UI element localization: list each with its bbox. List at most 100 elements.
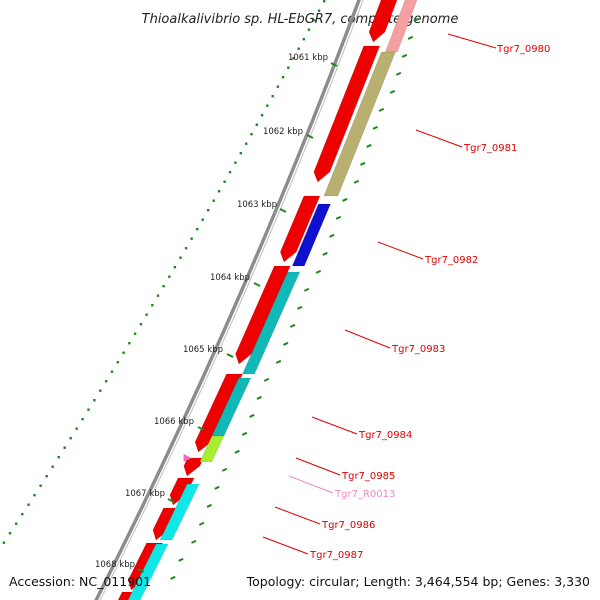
gc-tick — [214, 485, 220, 490]
gc-tick — [178, 557, 184, 562]
leader-tgr7-0980 — [447, 33, 497, 49]
scale-dot — [276, 85, 280, 88]
scale-dot — [105, 380, 108, 383]
gene-label-tgr7-0986[interactable]: Tgr7_0986 — [321, 520, 375, 531]
gene-label-tgr7-r0013[interactable]: Tgr7_R0013 — [334, 489, 395, 500]
gene-label-tgr7-0980[interactable]: Tgr7_0980 — [496, 44, 550, 55]
scale-dot — [207, 209, 210, 212]
cds-arrow — [194, 373, 243, 453]
scale-dot — [8, 532, 12, 535]
scale-dot — [239, 152, 242, 155]
scale-dot — [57, 456, 60, 459]
gc-tick — [256, 395, 262, 400]
leader-tgr7-0982 — [377, 241, 424, 260]
scale-dot — [196, 228, 199, 231]
scale-dot — [287, 66, 290, 69]
scale-dot — [39, 484, 42, 487]
gc-tick — [221, 467, 228, 472]
scale-dot — [234, 161, 237, 164]
gc-tick — [275, 359, 282, 364]
scale-dot — [228, 171, 232, 174]
scale-label-1068: 1068 kbp — [95, 560, 135, 570]
scale-dot — [179, 256, 182, 259]
scale-dot — [87, 408, 90, 411]
gene-label-tgr7-0985[interactable]: Tgr7_0985 — [341, 471, 395, 482]
scale-label-1063: 1063 kbp — [237, 200, 277, 210]
scale-dot — [271, 95, 274, 98]
cog-segment-cyan — [127, 543, 169, 600]
gc-tick — [413, 17, 419, 22]
gene-label-tgr7-0982[interactable]: Tgr7_0982 — [424, 255, 478, 266]
scale-tick — [226, 353, 234, 358]
gc-tick — [198, 521, 205, 526]
cds-arrow — [313, 45, 381, 183]
cds-arrow — [279, 195, 321, 263]
backbone-line-outer — [94, 0, 361, 600]
scale-dot — [245, 142, 248, 145]
gc-tick — [353, 179, 360, 184]
scale-label-1061: 1061 kbp — [288, 53, 328, 63]
scale-dot — [122, 351, 125, 354]
gc-tick — [407, 35, 414, 40]
gc-tick — [372, 125, 378, 130]
leader-tgr7-0987 — [262, 536, 309, 555]
scale-dot — [21, 513, 24, 516]
scale-tick — [253, 282, 261, 287]
scale-dot — [223, 180, 226, 183]
scale-dot — [51, 465, 54, 468]
gc-tick — [290, 323, 296, 328]
gc-tick — [322, 251, 328, 256]
scale-dot — [93, 399, 96, 402]
leader-tgr7-0981 — [415, 129, 463, 148]
scale-dot — [217, 190, 221, 193]
scale-dot — [156, 294, 160, 297]
scale-dot — [212, 199, 215, 202]
scale-dot — [302, 38, 305, 41]
scale-tick — [137, 568, 145, 573]
scale-label-1062: 1062 kbp — [263, 127, 303, 137]
gc-tick — [329, 233, 335, 238]
cog-segment-pink — [384, 0, 418, 53]
scale-dot — [312, 19, 316, 22]
cog-track-inner — [127, 0, 418, 600]
gc-tick — [296, 305, 303, 310]
cds-arrow — [368, 0, 398, 43]
accession-text: Accession: NC_011901 — [9, 574, 151, 589]
scale-dot — [190, 237, 193, 240]
scale-label-1065: 1065 kbp — [183, 345, 223, 355]
scale-tick — [330, 62, 338, 67]
scale-label-1064: 1064 kbp — [210, 273, 250, 283]
scale-dot — [260, 114, 264, 117]
scale-dot — [15, 522, 18, 525]
scale-dot — [128, 342, 131, 345]
gc-tick — [401, 53, 408, 58]
scale-dot — [173, 266, 177, 269]
genome-backbone — [94, 0, 364, 600]
scale-tick — [197, 426, 205, 431]
scale-labels: 1061 kbp 1062 kbp 1063 kbp 1064 kbp 1065… — [95, 53, 338, 573]
leader-tgr7-0985 — [295, 457, 341, 476]
gc-tick — [170, 575, 176, 580]
scale-tick — [279, 208, 287, 213]
scale-tick — [306, 134, 314, 139]
gene-label-tgr7-0987[interactable]: Tgr7_0987 — [309, 550, 363, 561]
gene-label-tgr7-0984[interactable]: Tgr7_0984 — [358, 430, 412, 441]
gene-label-tgr7-0981[interactable]: Tgr7_0981 — [463, 143, 517, 154]
gc-tick — [360, 161, 366, 166]
scale-dot — [63, 446, 66, 449]
rrna-marker — [183, 454, 192, 462]
leader-tgr7-0986 — [274, 506, 321, 525]
scale-dot — [81, 418, 84, 421]
gene-label-tgr7-0983[interactable]: Tgr7_0983 — [391, 344, 445, 355]
gc-tick — [335, 215, 342, 220]
scale-dot — [323, 0, 326, 3]
gc-skew-ticks — [170, 17, 419, 580]
scale-label-1066: 1066 kbp — [154, 417, 194, 427]
scale-dot — [116, 361, 119, 364]
leader-tgr7-0983 — [344, 329, 391, 349]
gc-tick — [395, 71, 402, 76]
scale-dot — [110, 370, 114, 373]
gc-tick — [283, 341, 289, 346]
scale-dot — [145, 313, 148, 316]
gc-tick — [249, 413, 255, 418]
